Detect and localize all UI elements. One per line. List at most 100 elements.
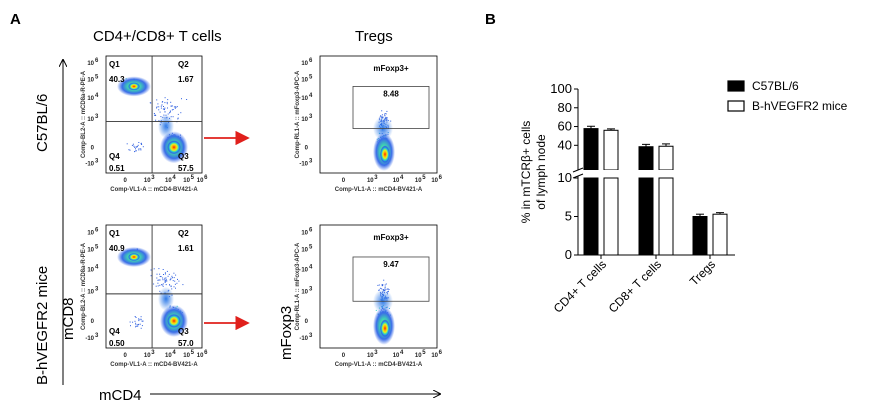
- legend-label: C57BL/6: [752, 79, 799, 93]
- event-dot: [165, 280, 167, 282]
- x-tick-label: Tregs: [687, 257, 718, 288]
- event-dot: [164, 281, 166, 283]
- event-dot: [384, 114, 386, 116]
- event-dot: [159, 284, 161, 286]
- x-tick-label: 0: [124, 178, 128, 184]
- event-dot: [378, 289, 380, 291]
- y-tick-exp: 4: [95, 93, 99, 99]
- event-dot: [165, 278, 167, 280]
- x-tick-label: 0: [342, 353, 346, 359]
- event-dot: [171, 109, 173, 111]
- event-dot: [160, 116, 162, 118]
- x-tick-label: 10: [197, 353, 204, 359]
- bar: [603, 129, 619, 171]
- y-tick-exp: 5: [309, 74, 313, 80]
- y-tick-label: 0: [91, 145, 95, 151]
- y-tick-label: 10: [301, 267, 308, 273]
- x-tick-label: 10: [367, 178, 374, 184]
- y-tick-exp: 3: [309, 286, 313, 292]
- x-tick-label: 10: [165, 353, 172, 359]
- q4-name: Q4: [109, 327, 120, 336]
- x-tick-exp: 3: [374, 350, 378, 356]
- ylabel-mfoxp3: mFoxp3: [278, 306, 295, 360]
- event-dot: [141, 320, 143, 322]
- x-tick-exp: 4: [172, 175, 176, 181]
- q3-value: 57.5: [178, 164, 194, 173]
- row2-label: B-hVEGFR2 mice: [34, 266, 51, 385]
- event-dot: [186, 99, 188, 100]
- y-tick-label: 10: [301, 61, 308, 67]
- q1-name: Q1: [109, 229, 120, 238]
- density-blob: [158, 286, 174, 311]
- y-tick-label: 0: [91, 319, 95, 325]
- event-dot: [138, 319, 140, 321]
- event-dot: [153, 283, 155, 285]
- event-dot: [138, 318, 140, 320]
- event-dot: [172, 116, 174, 118]
- tregs-gate: [352, 256, 430, 302]
- q4-name: Q4: [109, 152, 120, 161]
- event-dot: [157, 103, 159, 105]
- event-dot: [133, 145, 135, 147]
- y-tick-label: 0: [305, 145, 309, 151]
- event-dot: [135, 324, 137, 326]
- event-dot: [155, 285, 157, 287]
- event-dot: [140, 319, 142, 321]
- event-dot: [135, 322, 137, 324]
- x-tick-exp: 4: [172, 350, 176, 356]
- event-dot: [173, 277, 175, 279]
- event-dot: [165, 277, 167, 279]
- y-tick-exp: 3: [95, 333, 99, 339]
- event-dot: [134, 316, 136, 317]
- legend-swatch: [727, 100, 745, 112]
- event-dot: [172, 109, 174, 110]
- col2-title: Tregs: [355, 28, 393, 45]
- event-dot: [377, 284, 379, 286]
- density-blob: [128, 252, 140, 261]
- event-dot: [162, 101, 164, 103]
- q2-value: 1.61: [178, 244, 194, 253]
- x-tick-exp: 3: [151, 350, 155, 356]
- event-dot: [164, 277, 166, 279]
- q2-value: 1.67: [178, 75, 194, 84]
- bar: [692, 216, 708, 256]
- event-dot: [388, 289, 390, 290]
- event-dot: [135, 148, 136, 150]
- event-dot: [139, 323, 141, 325]
- y-tick-label: 10: [87, 289, 94, 295]
- tregs-value: 8.48: [383, 89, 399, 98]
- event-dot: [158, 279, 160, 281]
- event-dot: [153, 113, 155, 114]
- event-dot: [164, 111, 166, 113]
- event-dot: [140, 148, 142, 150]
- x-tick-label: 10: [197, 178, 204, 184]
- event-dot: [181, 98, 182, 100]
- q1-value: 40.9: [109, 244, 125, 253]
- y-axis-text: Comp-RL1-A :: mFoxp3-APC-A: [295, 70, 301, 158]
- event-dot: [176, 106, 178, 108]
- event-dot: [129, 321, 131, 323]
- event-dot: [175, 106, 177, 108]
- event-dot: [138, 323, 140, 325]
- x-tick-label: 10: [393, 353, 400, 359]
- y-tick-label: 10: [87, 230, 94, 236]
- event-dot: [164, 273, 166, 275]
- x-tick-label: 10: [415, 353, 422, 359]
- event-dot: [149, 102, 151, 104]
- x-tick-exp: 6: [204, 350, 208, 356]
- event-dot: [156, 277, 158, 279]
- y-tick-exp: 3: [95, 159, 99, 165]
- event-dot: [158, 268, 160, 270]
- q3-name: Q3: [178, 327, 189, 336]
- y-tick-label: 60: [558, 119, 572, 134]
- event-dot: [136, 145, 138, 147]
- event-dot: [172, 280, 174, 282]
- event-dot: [171, 288, 173, 290]
- event-dot: [164, 272, 166, 274]
- y-tick-exp: 5: [95, 245, 99, 251]
- y-tick-label: 5: [565, 209, 572, 224]
- event-dot: [386, 288, 388, 290]
- event-dot: [172, 277, 173, 279]
